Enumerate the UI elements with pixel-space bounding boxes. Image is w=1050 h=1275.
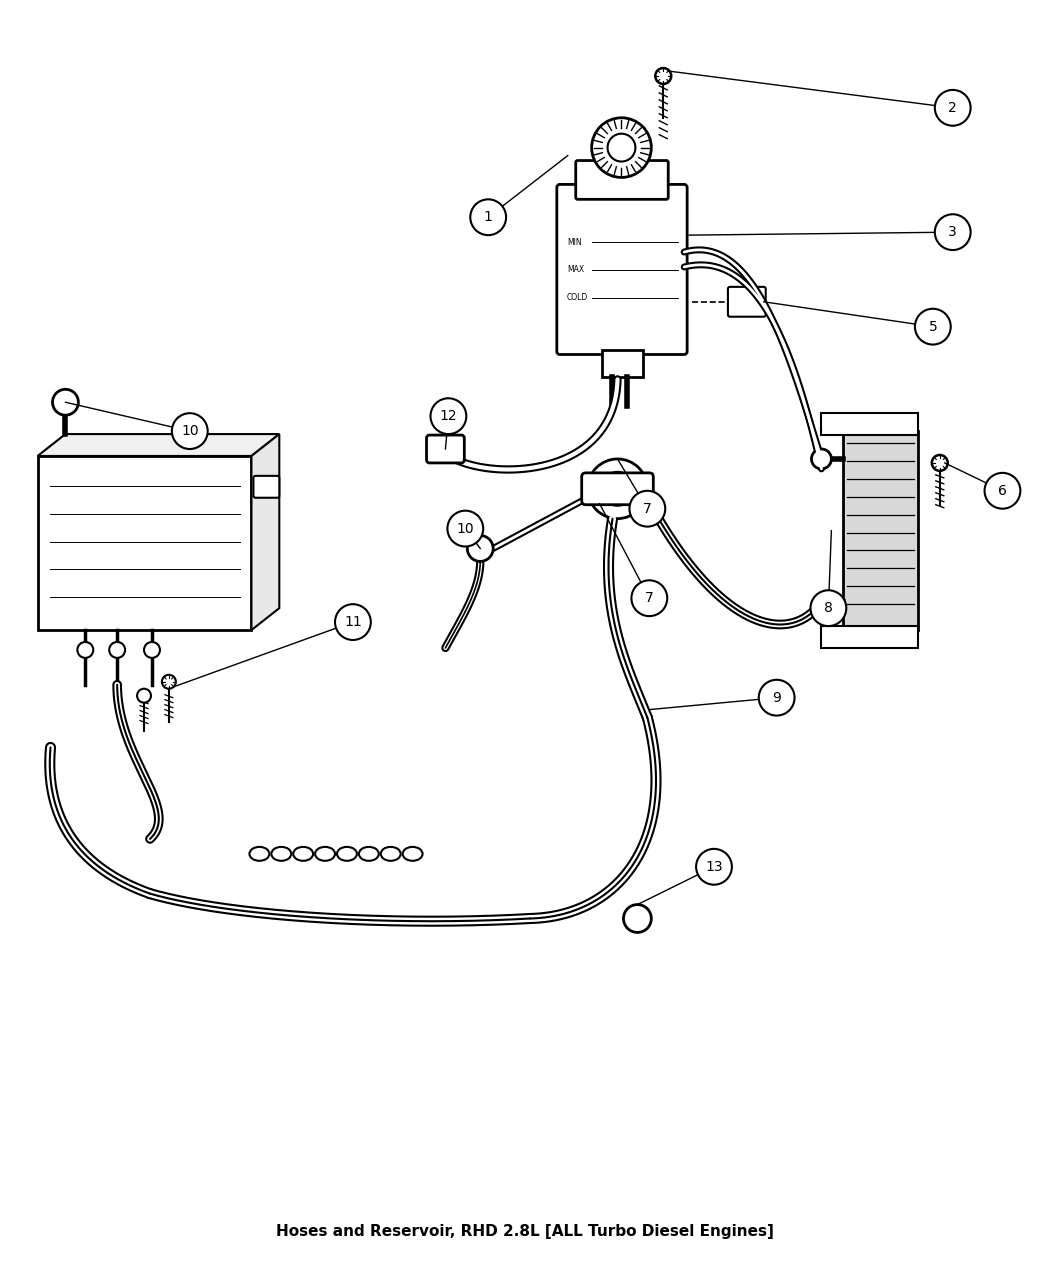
Circle shape [52,389,79,416]
FancyBboxPatch shape [582,473,653,505]
Ellipse shape [381,847,401,861]
Text: 1: 1 [484,210,492,224]
Ellipse shape [293,847,313,861]
Circle shape [144,643,160,658]
FancyBboxPatch shape [253,476,279,497]
Circle shape [655,68,671,84]
Text: COLD: COLD [567,293,588,302]
Circle shape [335,604,371,640]
Circle shape [588,459,648,519]
Text: 3: 3 [948,226,958,240]
Circle shape [162,674,175,688]
Text: 12: 12 [440,409,457,423]
Circle shape [430,398,466,434]
Text: 6: 6 [998,483,1007,497]
Circle shape [696,849,732,885]
Circle shape [447,511,483,547]
FancyBboxPatch shape [426,435,464,463]
Circle shape [812,449,832,469]
Text: 5: 5 [928,320,938,334]
Circle shape [624,904,651,932]
Circle shape [78,643,93,658]
Ellipse shape [315,847,335,861]
Text: 2: 2 [948,101,958,115]
Text: 8: 8 [824,601,833,615]
Circle shape [931,455,948,470]
Circle shape [138,688,151,703]
Text: 10: 10 [457,521,475,536]
Text: MIN: MIN [567,237,582,246]
Circle shape [467,536,493,561]
Ellipse shape [337,847,357,861]
Text: 10: 10 [181,425,198,439]
Circle shape [985,473,1021,509]
Circle shape [934,91,970,126]
Circle shape [915,309,950,344]
Circle shape [759,680,795,715]
Circle shape [934,214,970,250]
Circle shape [629,491,666,527]
Circle shape [601,472,634,506]
Circle shape [172,413,208,449]
Circle shape [591,117,651,177]
FancyBboxPatch shape [556,185,687,354]
Bar [38,456,251,630]
Text: 11: 11 [344,615,362,629]
Bar [843,431,918,630]
Text: Hoses and Reservoir, RHD 2.8L [ALL Turbo Diesel Engines]: Hoses and Reservoir, RHD 2.8L [ALL Turbo… [276,1224,774,1239]
Bar [602,349,644,377]
Text: 9: 9 [772,691,781,705]
Text: 7: 7 [645,592,654,606]
Polygon shape [251,434,279,630]
Ellipse shape [271,847,291,861]
Bar [821,626,918,648]
FancyBboxPatch shape [728,287,765,316]
Circle shape [811,590,846,626]
Circle shape [109,643,125,658]
Text: MAX: MAX [567,265,584,274]
FancyBboxPatch shape [575,161,668,199]
Polygon shape [38,434,279,456]
Text: 7: 7 [643,501,652,515]
Circle shape [470,199,506,235]
Ellipse shape [359,847,379,861]
Ellipse shape [402,847,422,861]
Ellipse shape [250,847,270,861]
Bar [821,413,918,435]
Circle shape [631,580,667,616]
Text: 13: 13 [706,859,722,873]
Circle shape [608,134,635,162]
